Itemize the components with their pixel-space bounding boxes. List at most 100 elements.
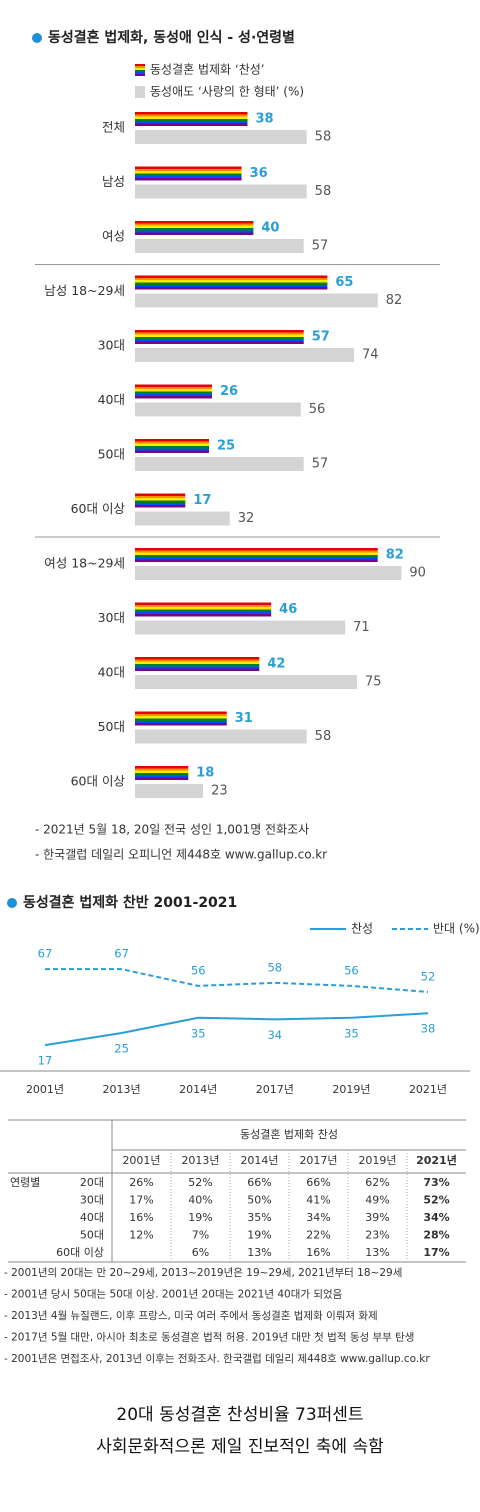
table-cell: 35% bbox=[247, 1211, 271, 1224]
bar bbox=[135, 384, 212, 399]
table-note: - 2017년 5월 대만, 아시아 최초로 동성결혼 법적 허용. 2019년… bbox=[4, 1331, 414, 1344]
bar bbox=[135, 675, 357, 689]
table-note: - 2013년 4월 뉴질랜드, 이후 프랑스, 미국 여러 주에서 동성결혼 … bbox=[4, 1309, 378, 1322]
category-label: 60대 이상 bbox=[71, 774, 126, 789]
value-label: 42 bbox=[267, 657, 285, 672]
category-label: 50대 bbox=[98, 447, 125, 462]
table-title: 동성결혼 법제화 찬성 bbox=[240, 1127, 338, 1141]
caption: 20대 동성결혼 찬성비율 73퍼센트 bbox=[116, 1405, 363, 1425]
value-label: 90 bbox=[409, 566, 426, 581]
bar bbox=[135, 657, 260, 671]
line-series bbox=[45, 968, 429, 993]
table-cell: 13% bbox=[365, 1246, 389, 1259]
value-label: 58 bbox=[267, 960, 282, 974]
column-header: 2014년 bbox=[240, 1154, 278, 1167]
column-header: 2019년 bbox=[358, 1154, 396, 1167]
table-cell: 52% bbox=[423, 1194, 449, 1207]
row-label: 60대 이상 bbox=[56, 1246, 104, 1259]
value-label: 17 bbox=[193, 493, 211, 508]
category-label: 60대 이상 bbox=[71, 501, 126, 516]
value-label: 56 bbox=[191, 963, 206, 977]
bar bbox=[135, 166, 242, 181]
bar bbox=[135, 766, 189, 780]
bar bbox=[135, 112, 248, 126]
table-cell: 52% bbox=[188, 1176, 212, 1189]
bar bbox=[135, 566, 402, 580]
category-label: 여성 18~29세 bbox=[44, 556, 125, 571]
value-label: 36 bbox=[250, 166, 268, 181]
value-label: 58 bbox=[315, 184, 332, 199]
table-cell: 66% bbox=[247, 1176, 271, 1189]
value-label: 57 bbox=[312, 239, 329, 254]
table-cell: 22% bbox=[306, 1229, 330, 1242]
table-cell: 19% bbox=[247, 1229, 271, 1242]
value-label: 23 bbox=[211, 784, 228, 799]
table-cell: 39% bbox=[365, 1211, 389, 1224]
bar bbox=[135, 711, 227, 726]
bar bbox=[135, 602, 272, 617]
table-cell: 23% bbox=[365, 1229, 389, 1242]
value-label: 56 bbox=[309, 402, 326, 417]
value-label: 35 bbox=[344, 1026, 359, 1040]
bar bbox=[135, 275, 328, 290]
table-cell: 7% bbox=[192, 1229, 209, 1242]
x-tick-label: 2013년 bbox=[103, 1083, 141, 1096]
value-label: 35 bbox=[191, 1026, 206, 1040]
row-label: 40대 bbox=[80, 1211, 104, 1224]
category-label: 남성 bbox=[102, 174, 125, 189]
bar bbox=[135, 239, 304, 253]
column-header: 2001년 bbox=[122, 1154, 160, 1167]
value-label: 18 bbox=[196, 766, 214, 781]
bar bbox=[135, 184, 307, 199]
line-series bbox=[44, 1012, 429, 1047]
table-cell: 62% bbox=[365, 1176, 389, 1189]
value-label: 25 bbox=[114, 1042, 129, 1056]
bar bbox=[135, 784, 204, 798]
value-label: 71 bbox=[353, 620, 370, 635]
table-cell: 26% bbox=[129, 1176, 153, 1189]
category-label: 전체 bbox=[102, 120, 125, 135]
value-label: 52 bbox=[421, 969, 436, 983]
value-label: 25 bbox=[217, 439, 235, 454]
value-label: 57 bbox=[312, 457, 329, 472]
row-label: 50대 bbox=[80, 1229, 104, 1242]
value-label: 67 bbox=[114, 947, 129, 961]
table-note: - 2001년 당시 50대는 50대 이상. 2001년 20대는 2021년… bbox=[4, 1289, 343, 1301]
table-note: - 2001년은 면접조사, 2013년 이후는 전화조사. 한국갤럽 데일리 … bbox=[4, 1352, 430, 1365]
title-dot bbox=[7, 898, 17, 908]
table-cell: 49% bbox=[365, 1194, 389, 1207]
x-tick-label: 2021년 bbox=[409, 1083, 447, 1096]
category-label: 30대 bbox=[98, 610, 125, 625]
table-cell: 34% bbox=[423, 1211, 449, 1224]
value-label: 75 bbox=[365, 675, 382, 690]
row-label: 20대 bbox=[80, 1176, 104, 1189]
x-tick-label: 2017년 bbox=[256, 1083, 294, 1096]
value-label: 40 bbox=[261, 221, 279, 236]
table-cell: 28% bbox=[423, 1229, 449, 1242]
value-label: 38 bbox=[255, 112, 273, 127]
bar bbox=[135, 548, 378, 562]
value-label: 34 bbox=[267, 1028, 282, 1042]
category-label: 40대 bbox=[98, 392, 125, 407]
table-cell: 6% bbox=[192, 1246, 209, 1259]
bar bbox=[135, 511, 230, 526]
table-cell: 16% bbox=[306, 1246, 330, 1259]
table-cell: 12% bbox=[129, 1229, 153, 1242]
value-label: 57 bbox=[312, 330, 330, 345]
value-label: 46 bbox=[279, 602, 297, 617]
value-label: 58 bbox=[315, 729, 332, 744]
legend-label: 동성결혼 법제화 ‘찬성’ bbox=[150, 62, 265, 77]
chart-title: 동성결혼 법제화, 동성애 인식 - 성·연령별 bbox=[48, 29, 295, 46]
caption: 사회문화적으론 제일 진보적인 축에 속함 bbox=[96, 1437, 384, 1457]
category-label: 40대 bbox=[98, 665, 125, 680]
bar bbox=[135, 221, 254, 235]
category-label: 여성 bbox=[102, 229, 125, 244]
table-cell: 40% bbox=[188, 1194, 212, 1207]
bar bbox=[135, 439, 209, 453]
table-cell: 34% bbox=[306, 1211, 330, 1224]
legend-label: 동성애도 ‘사랑의 한 형태’ (%) bbox=[150, 85, 304, 99]
column-header: 2021년 bbox=[416, 1153, 457, 1167]
bar bbox=[135, 293, 378, 308]
table-cell: 16% bbox=[129, 1211, 153, 1224]
